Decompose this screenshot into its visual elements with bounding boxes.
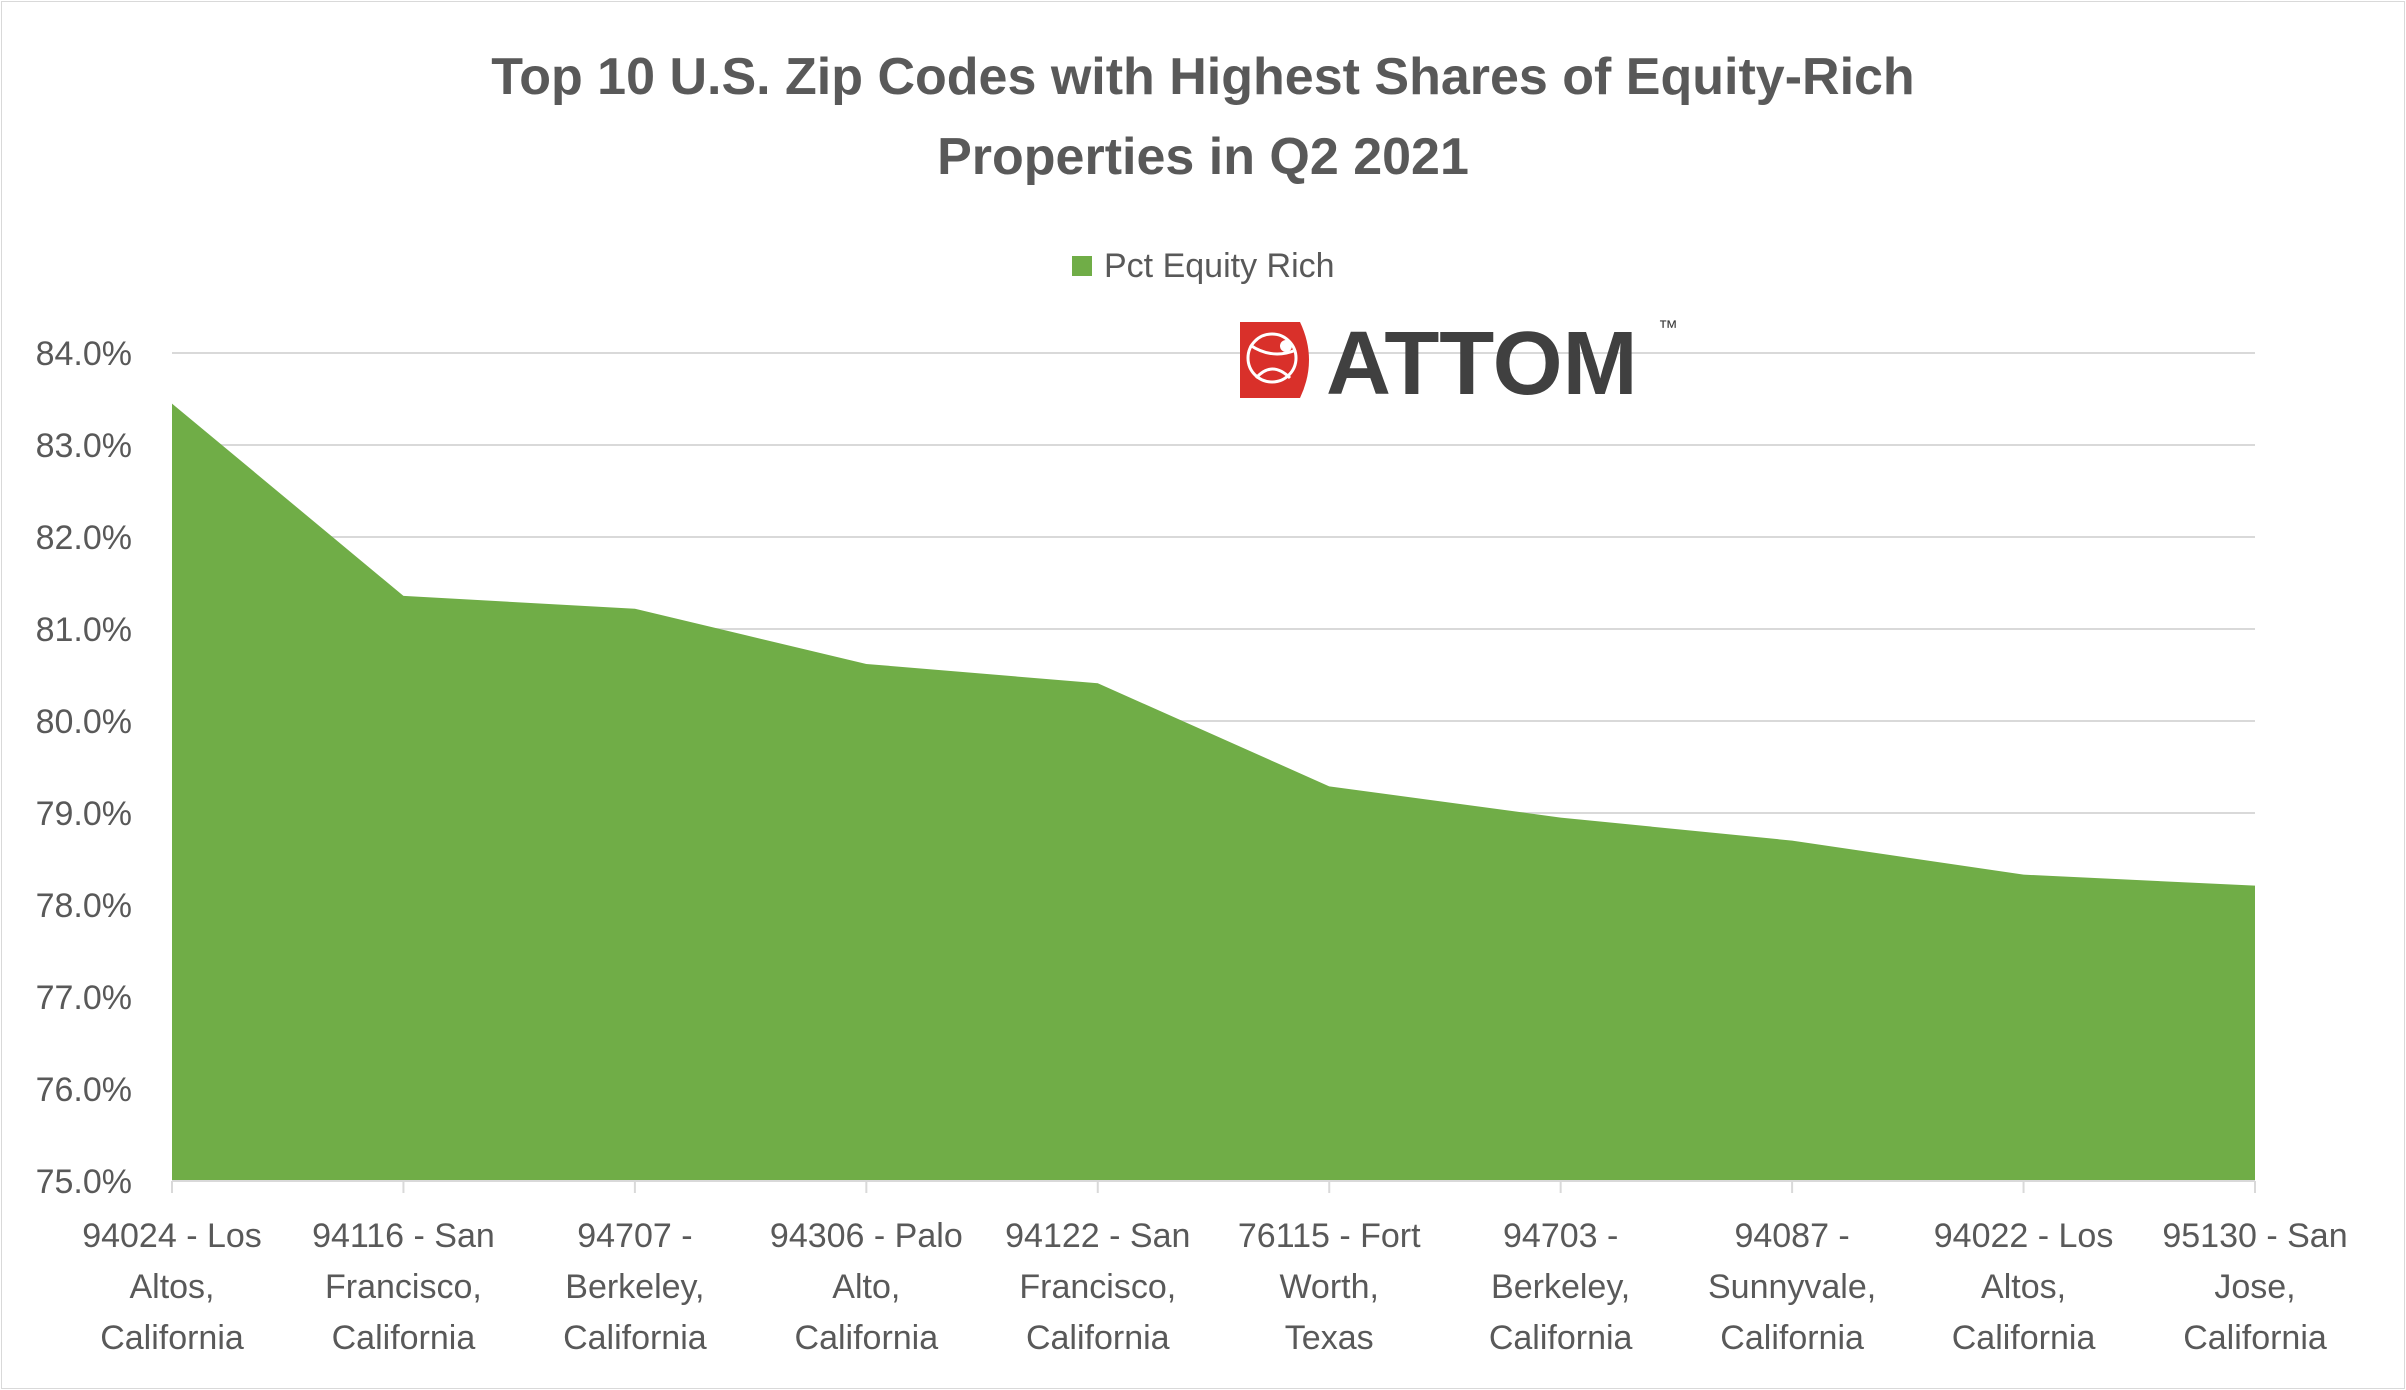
- x-tick-label: 94707 -: [577, 1217, 692, 1255]
- x-tick-label: Sunnyvale,: [1708, 1268, 1876, 1306]
- y-tick-label: 79.0%: [36, 795, 132, 833]
- y-tick-label: 77.0%: [36, 979, 132, 1017]
- x-tick-label: 95130 - San: [2162, 1217, 2347, 1255]
- x-tick-label: Berkeley,: [565, 1268, 704, 1306]
- x-tick-label: California: [1952, 1319, 2096, 1357]
- x-tick-label: 94703 -: [1503, 1217, 1618, 1255]
- logo-trademark: ™: [1658, 317, 1678, 339]
- chart-title-line-1: Top 10 U.S. Zip Codes with Highest Share…: [491, 48, 1914, 106]
- chart-title-line-2: Properties in Q2 2021: [937, 128, 1469, 186]
- legend-swatch: [1072, 256, 1092, 276]
- x-tick-label: California: [1720, 1319, 1864, 1357]
- x-tick-label: Worth,: [1279, 1268, 1379, 1306]
- x-tick-label: Texas: [1285, 1319, 1374, 1357]
- x-tick-label: California: [100, 1319, 244, 1357]
- y-tick-label: 75.0%: [36, 1163, 132, 1201]
- x-tick-label: California: [2183, 1319, 2327, 1357]
- x-tick-label: 94122 - San: [1005, 1217, 1190, 1255]
- x-tick-label: California: [563, 1319, 707, 1357]
- y-tick-label: 76.0%: [36, 1071, 132, 1109]
- y-tick-label: 81.0%: [36, 611, 132, 649]
- x-tick-label: Altos,: [129, 1268, 214, 1306]
- x-tick-label: Berkeley,: [1491, 1268, 1630, 1306]
- logo-text: ATTOM: [1326, 314, 1638, 414]
- x-tick-label: 94087 -: [1734, 1217, 1849, 1255]
- x-tick-label: Francisco,: [325, 1268, 482, 1306]
- x-tick-label: California: [332, 1319, 476, 1357]
- x-tick-label: Altos,: [1981, 1268, 2066, 1306]
- x-tick-label: 94306 - Palo: [770, 1217, 963, 1255]
- y-tick-label: 84.0%: [36, 335, 132, 373]
- attom-logo: ATTOM ™: [1240, 314, 1678, 414]
- legend-label: Pct Equity Rich: [1104, 247, 1335, 285]
- x-tick-label: 76115 - Fort: [1238, 1217, 1421, 1255]
- legend: Pct Equity Rich: [1072, 247, 1335, 285]
- x-tick-label: California: [795, 1319, 939, 1357]
- globe-pin-icon: [1240, 322, 1309, 398]
- x-tick-label: 94024 - Los: [82, 1217, 262, 1255]
- y-tick-label: 78.0%: [36, 887, 132, 925]
- y-tick-label: 83.0%: [36, 427, 132, 465]
- x-tick-label: Alto,: [832, 1268, 900, 1306]
- x-tick-label: California: [1026, 1319, 1170, 1357]
- y-tick-label: 80.0%: [36, 703, 132, 741]
- x-tick-label: 94116 - San: [312, 1217, 495, 1255]
- x-tick-label: California: [1489, 1319, 1633, 1357]
- y-tick-label: 82.0%: [36, 519, 132, 557]
- x-tick-label: 94022 - Los: [1934, 1217, 2114, 1255]
- x-tick-label: Francisco,: [1019, 1268, 1176, 1306]
- series-area: [172, 403, 2255, 1182]
- x-tick-label: Jose,: [2214, 1268, 2295, 1306]
